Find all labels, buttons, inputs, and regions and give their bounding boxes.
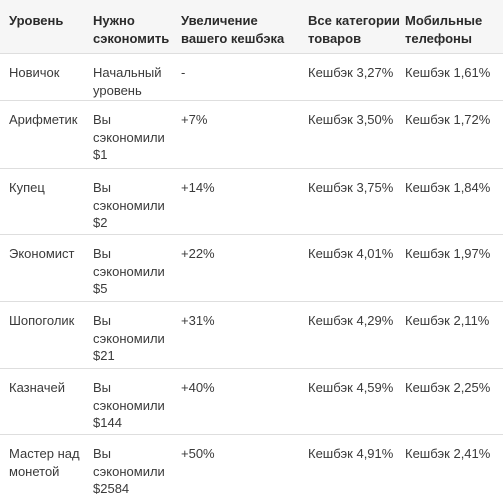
cell-cashback-increase: +50% bbox=[181, 446, 215, 461]
cell-mobile-phones: Кешбэк 1,61% bbox=[405, 65, 491, 80]
cell-all-categories: Кешбэк 3,27% bbox=[308, 65, 394, 80]
cell-mobile-phones: Кешбэк 2,11% bbox=[405, 313, 490, 328]
cell-all-categories: Кешбэк 3,75% bbox=[308, 180, 394, 195]
cell-level: Мастер над монетой bbox=[9, 446, 80, 479]
cell-cashback-increase: +31% bbox=[181, 313, 215, 328]
table-row: Шопоголик Вы сэкономили $21 +31% Кешбэк … bbox=[0, 301, 503, 369]
table-row: Арифметик Вы сэкономили $1 +7% Кешбэк 3,… bbox=[0, 100, 503, 169]
cell-mobile-phones: Кешбэк 1,84% bbox=[405, 180, 491, 195]
cell-all-categories: Кешбэк 4,29% bbox=[308, 313, 394, 328]
table-row: Экономист Вы сэкономили $5 +22% Кешбэк 4… bbox=[0, 234, 503, 302]
cell-need-to-save: Вы сэкономили $2 bbox=[93, 180, 165, 230]
table-header-row: Уровень Нужно сэкономить Увеличение ваше… bbox=[0, 0, 503, 53]
cell-cashback-increase: +22% bbox=[181, 246, 215, 261]
table-row: Новичок Начальный уровень - Кешбэк 3,27%… bbox=[0, 53, 503, 101]
header-level: Уровень bbox=[9, 13, 64, 28]
header-cashback-increase: Увеличение вашего кешбэка bbox=[181, 13, 285, 46]
cell-all-categories: Кешбэк 3,50% bbox=[308, 112, 394, 127]
cell-need-to-save: Начальный уровень bbox=[93, 65, 162, 98]
cell-need-to-save: Вы сэкономили $2584 bbox=[93, 446, 165, 496]
cell-mobile-phones: Кешбэк 2,41% bbox=[405, 446, 491, 461]
cell-all-categories: Кешбэк 4,91% bbox=[308, 446, 394, 461]
cell-need-to-save: Вы сэкономили $1 bbox=[93, 112, 165, 162]
table-row: Казначей Вы сэкономили $144 +40% Кешбэк … bbox=[0, 368, 503, 435]
cell-cashback-increase: - bbox=[181, 65, 186, 80]
cell-need-to-save: Вы сэкономили $21 bbox=[93, 313, 165, 363]
table-row: Купец Вы сэкономили $2 +14% Кешбэк 3,75%… bbox=[0, 168, 503, 235]
header-all-categories: Все категории товаров bbox=[308, 13, 400, 46]
cell-level: Арифметик bbox=[9, 112, 78, 127]
cell-level: Казначей bbox=[9, 380, 66, 395]
cell-level: Купец bbox=[9, 180, 45, 195]
cell-cashback-increase: +14% bbox=[181, 180, 215, 195]
cell-level: Шопоголик bbox=[9, 313, 75, 328]
cell-all-categories: Кешбэк 4,59% bbox=[308, 380, 394, 395]
cell-all-categories: Кешбэк 4,01% bbox=[308, 246, 394, 261]
header-need-to-save: Нужно сэкономить bbox=[93, 13, 170, 46]
cell-need-to-save: Вы сэкономили $144 bbox=[93, 380, 165, 430]
header-mobile-phones: Мобильные телефоны bbox=[405, 13, 483, 46]
cell-mobile-phones: Кешбэк 1,97% bbox=[405, 246, 491, 261]
cell-level: Новичок bbox=[9, 65, 60, 80]
cell-level: Экономист bbox=[9, 246, 75, 261]
table-row: Мастер над монетой Вы сэкономили $2584 +… bbox=[0, 434, 503, 501]
cell-need-to-save: Вы сэкономили $5 bbox=[93, 246, 165, 296]
cell-cashback-increase: +40% bbox=[181, 380, 215, 395]
cell-mobile-phones: Кешбэк 1,72% bbox=[405, 112, 491, 127]
cell-mobile-phones: Кешбэк 2,25% bbox=[405, 380, 491, 395]
cell-cashback-increase: +7% bbox=[181, 112, 208, 127]
